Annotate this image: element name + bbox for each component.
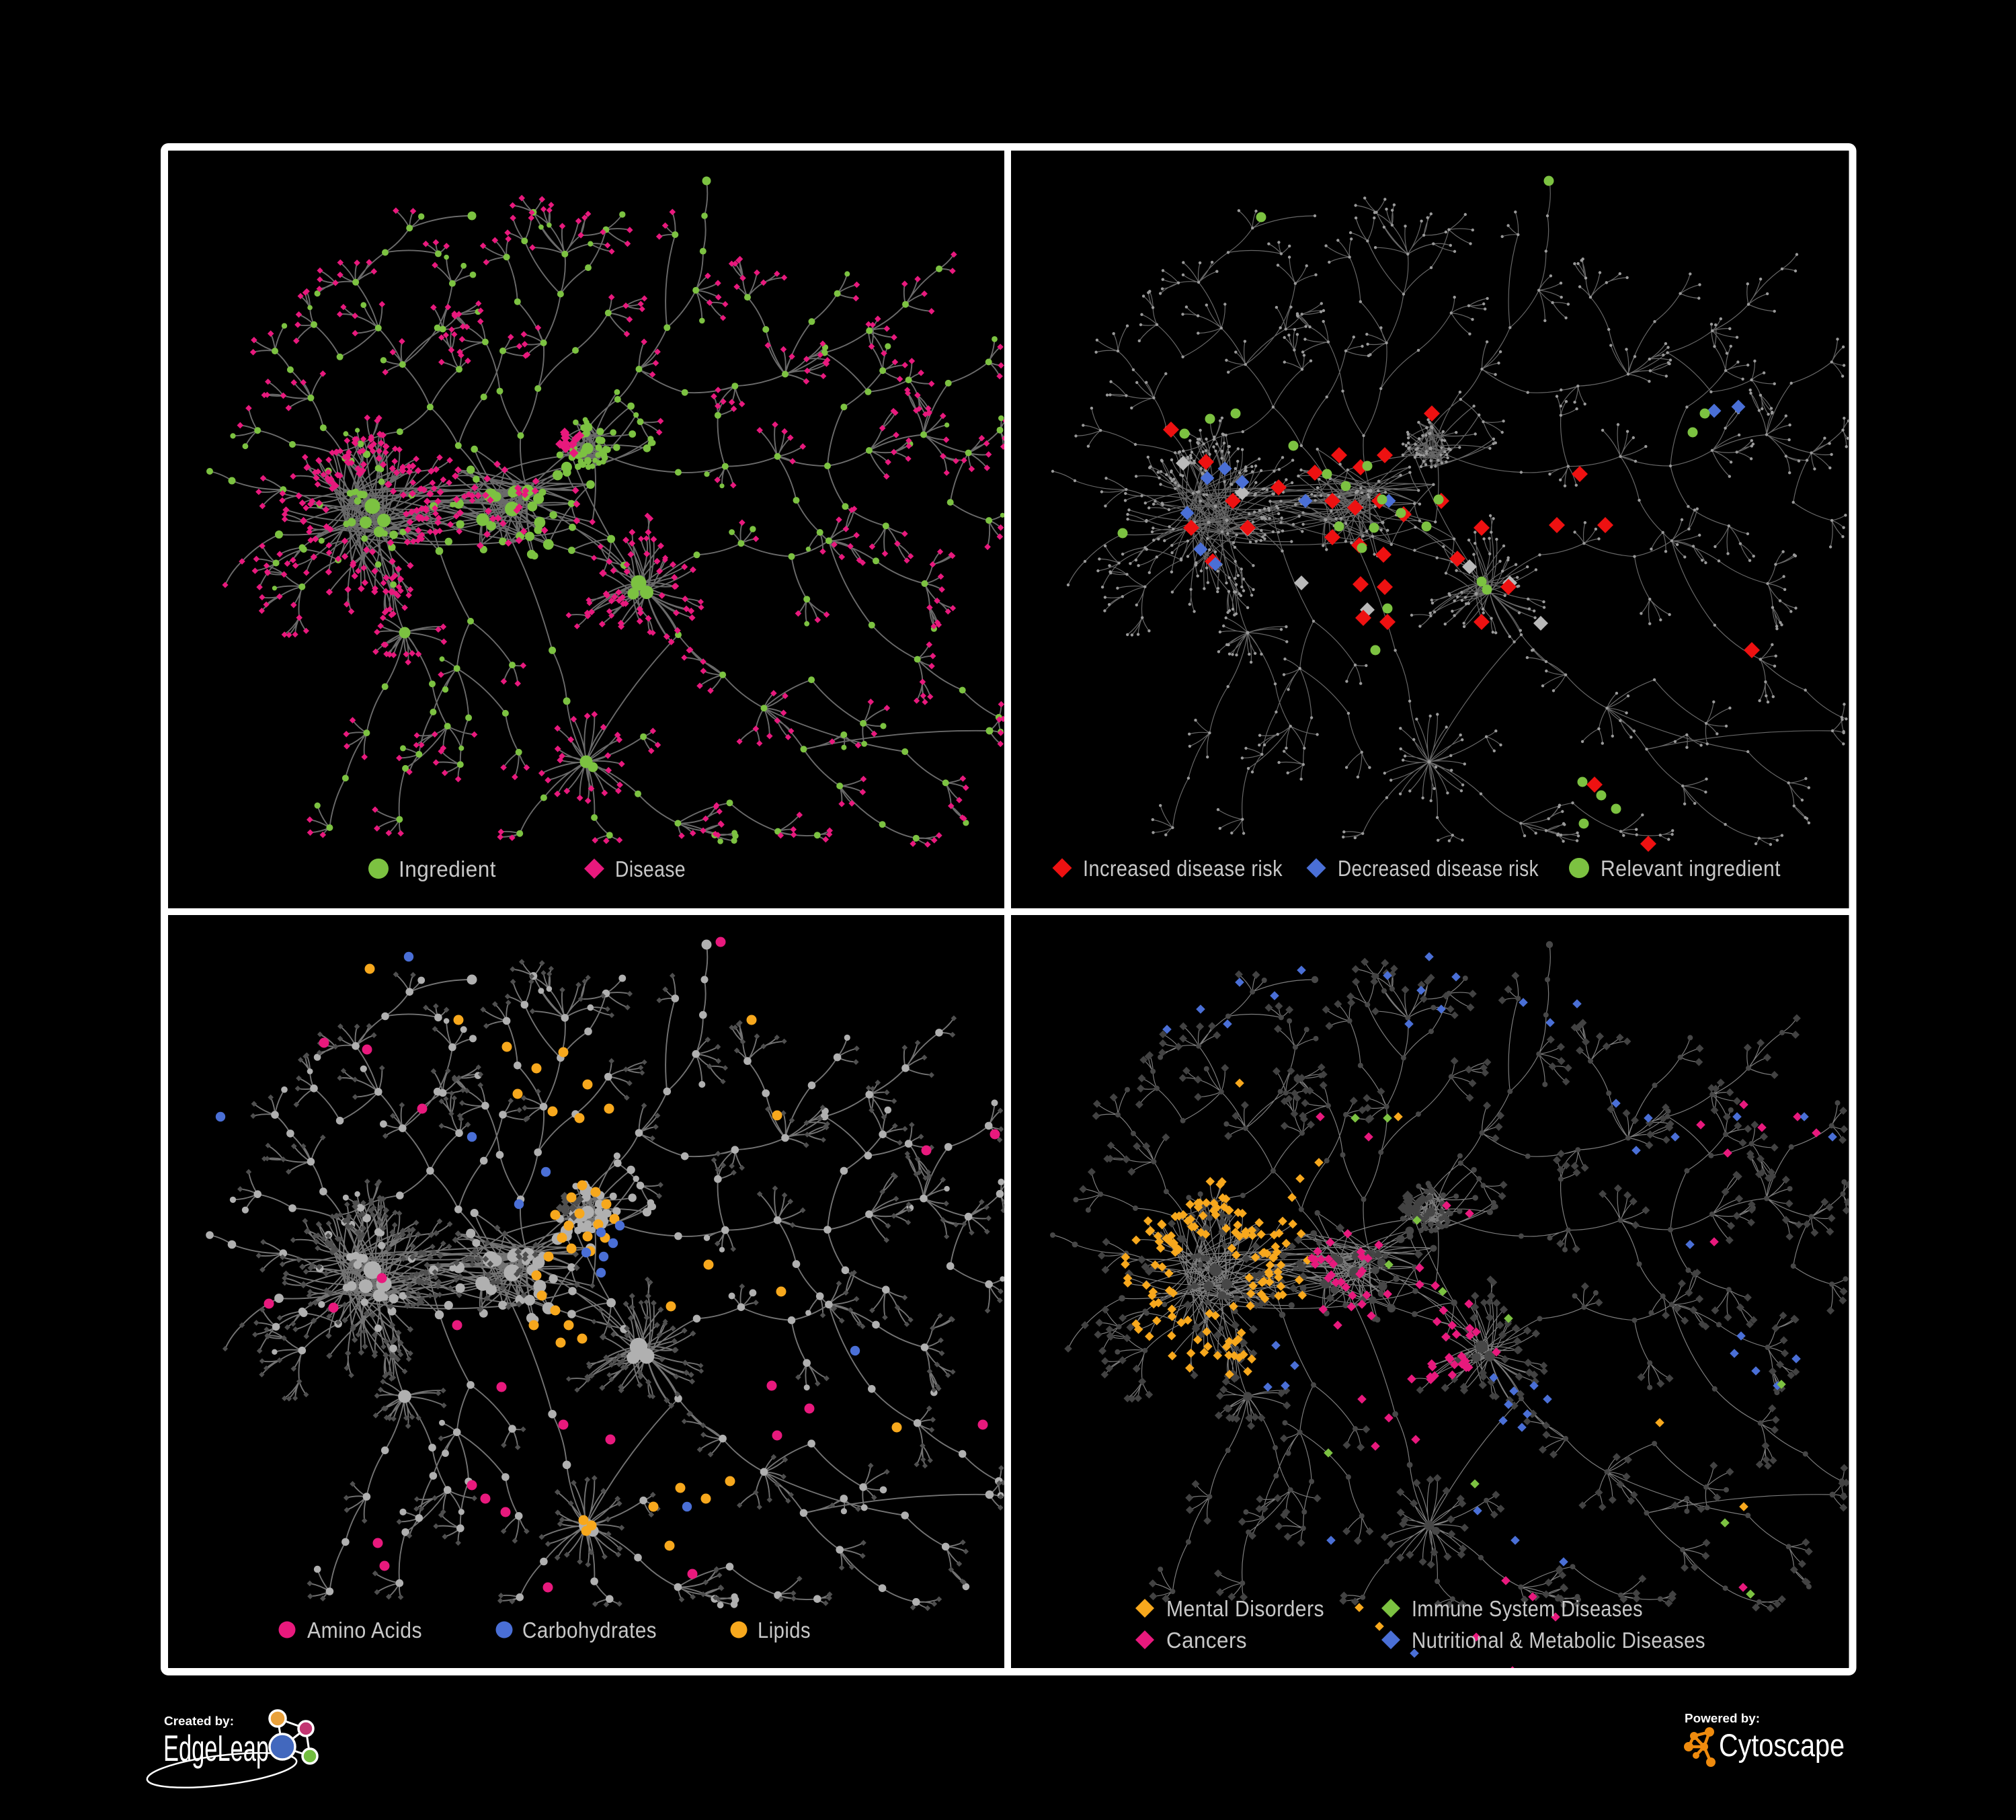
svg-text:Mental Disorders: Mental Disorders <box>1166 1596 1324 1621</box>
svg-text:Immune System Diseases: Immune System Diseases <box>1412 1596 1643 1621</box>
svg-text:Disease: Disease <box>615 857 686 881</box>
svg-text:Carbohydrates: Carbohydrates <box>522 1618 657 1643</box>
svg-text:Nutritional & Metabolic Diseas: Nutritional & Metabolic Diseases <box>1412 1628 1705 1653</box>
svg-text:Relevant ingredient: Relevant ingredient <box>1601 856 1781 881</box>
svg-text:Powered by:: Powered by: <box>1685 1712 1760 1725</box>
svg-text:Cancers: Cancers <box>1166 1628 1247 1653</box>
svg-text:Amino Acids: Amino Acids <box>307 1618 422 1643</box>
svg-text:Ingredient: Ingredient <box>399 857 496 881</box>
svg-text:Lipids: Lipids <box>758 1618 811 1643</box>
svg-text:Increased disease risk: Increased disease risk <box>1083 856 1283 881</box>
svg-text:Decreased disease risk: Decreased disease risk <box>1338 856 1539 881</box>
svg-text:Created by:: Created by: <box>164 1714 234 1728</box>
svg-text:Cytoscape: Cytoscape <box>1719 1727 1845 1763</box>
